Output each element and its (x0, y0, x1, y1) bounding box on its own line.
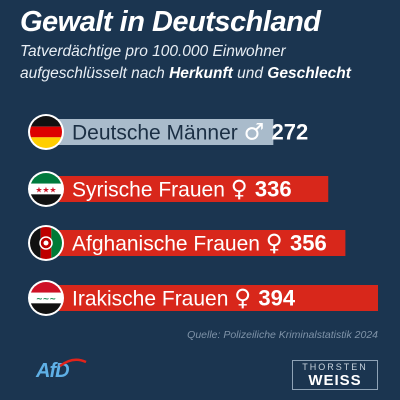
logo-tw-bottom: WEISS (308, 372, 362, 389)
subtitle-line-1: Tatverdächtige pro 100.000 Einwohner (20, 43, 286, 60)
bar (40, 285, 378, 311)
subtitle-line-2: aufgeschlüsselt nach Herkunft und Geschl… (20, 65, 351, 82)
svg-text:★: ★ (42, 186, 49, 195)
syria-flag-icon: ★ ★ ★ (30, 173, 62, 205)
bar-category-label: Deutsche Männer ♂ 272 (72, 120, 308, 146)
svg-text:~~~: ~~~ (36, 295, 56, 304)
afghanistan-flag-icon (30, 227, 62, 259)
bar (40, 230, 346, 256)
chart-subtitle: Tatverdächtige pro 100.000 Einwohner auf… (20, 41, 351, 85)
bar-value-label: 394 (258, 286, 295, 311)
gender-symbol-icon: ♂ (244, 120, 272, 146)
afd-arrow-icon (59, 358, 87, 368)
bar-category-label: Irakische Frauen ♀ 394 (72, 286, 296, 312)
gender-symbol-icon: ♀ (266, 231, 290, 257)
logo-tw-top: THORSTEN (302, 362, 368, 372)
bar (40, 176, 329, 202)
subtitle-bold-geschlecht: Geschlecht (267, 65, 351, 82)
subtitle-bold-herkunft: Herkunft (169, 65, 233, 82)
bar-value-label: 356 (290, 231, 327, 256)
gender-symbol-icon: ♀ (234, 286, 258, 312)
thorsten-weiss-logo: THORSTEN WEISS (292, 360, 378, 390)
svg-text:★: ★ (35, 186, 42, 195)
germany-flag-icon (30, 116, 62, 148)
bar-value-label: 272 (272, 120, 309, 145)
bar (40, 119, 274, 145)
bar-category-label: Syrische Frauen ♀ 336 (72, 177, 292, 203)
gender-symbol-icon: ♀ (231, 177, 255, 203)
bar-category-label: Afghanische Frauen ♀ 356 (72, 231, 327, 257)
svg-text:★: ★ (49, 186, 56, 195)
chart-title: Gewalt in Deutschland (20, 6, 321, 38)
iraq-flag-icon: ~~~ (30, 282, 62, 314)
source-note: Quelle: Polizeiliche Kriminalstatistik 2… (187, 329, 378, 341)
bar-value-label: 336 (255, 177, 292, 202)
